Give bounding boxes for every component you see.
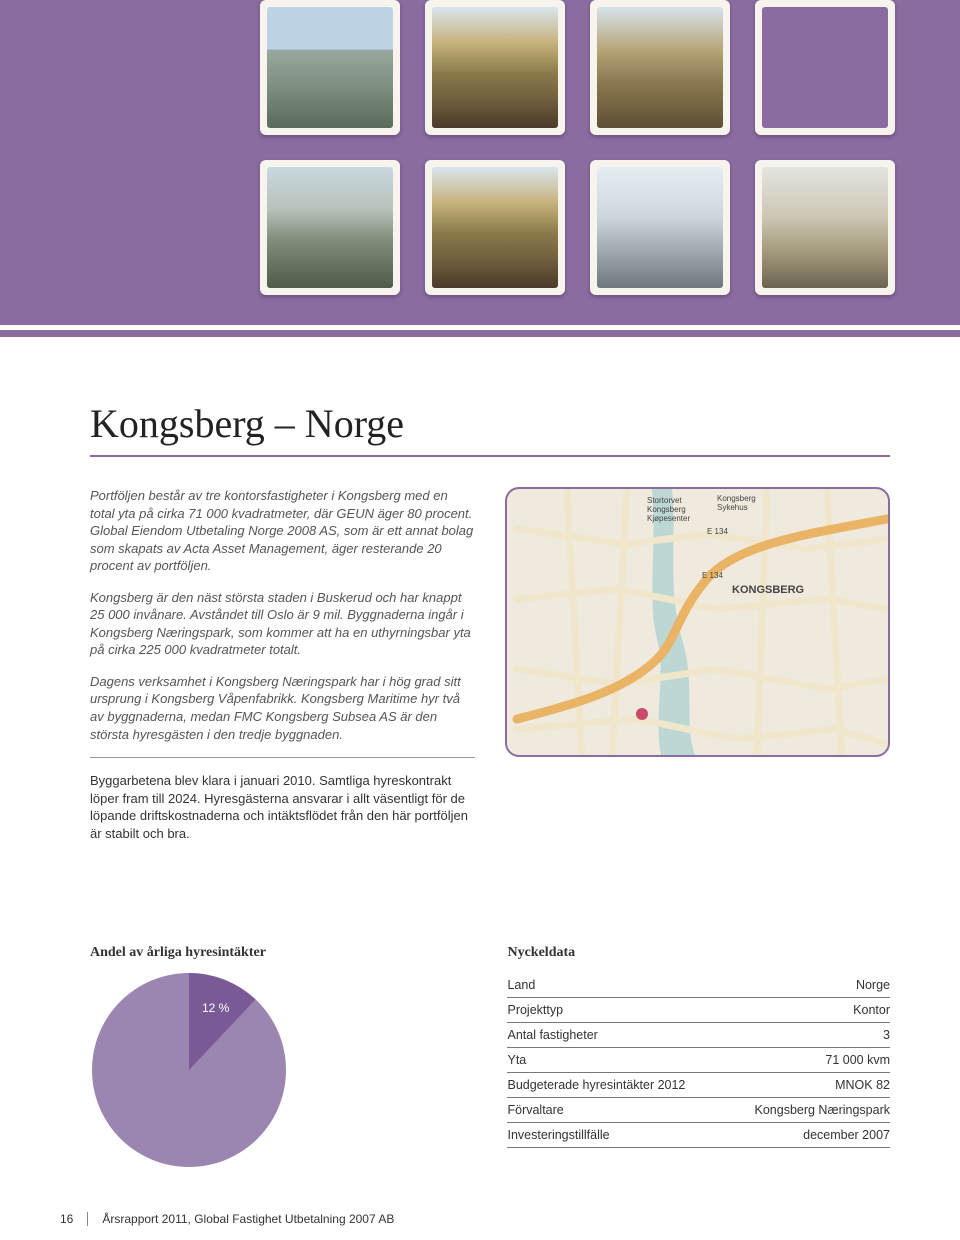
map-city-label: KONGSBERG [732, 584, 804, 596]
table-row: Budgeterade hyresintäkter 2012MNOK 82 [507, 1073, 890, 1098]
table-row: LandNorge [507, 973, 890, 998]
page-footer: 16 Årsrapport 2011, Global Fastighet Utb… [60, 1212, 394, 1226]
pie-percent-label: 12 % [202, 1001, 229, 1015]
map-road-label: E 134 [702, 571, 723, 580]
thumbnail [590, 160, 730, 295]
main-content: Kongsberg – Norge Portföljen består av t… [90, 400, 890, 856]
thumbnail-row-2 [260, 160, 895, 295]
page-number: 16 [60, 1212, 73, 1226]
body-text-column: Portföljen består av tre kontorsfastighe… [90, 487, 475, 856]
thumbnail [755, 160, 895, 295]
thumbnail [260, 0, 400, 135]
keydata-table: LandNorge ProjekttypKontor Antal fastigh… [507, 973, 890, 1148]
bottom-panels: Andel av årliga hyresintäkter 12 % Nycke… [90, 945, 890, 1168]
map-poi-label: Kongsberg Sykehus [717, 495, 767, 513]
table-row: Antal fastigheter3 [507, 1023, 890, 1048]
paragraph: Byggarbetena blev klara i januari 2010. … [90, 772, 475, 842]
thumbnail [260, 160, 400, 295]
table-row: ProjekttypKontor [507, 998, 890, 1023]
pie-heading: Andel av årliga hyresintäkter [90, 945, 477, 961]
document-title: Årsrapport 2011, Global Fastighet Utbeta… [102, 1212, 394, 1226]
thumbnail [755, 0, 895, 135]
page-title: Kongsberg – Norge [90, 400, 890, 457]
keydata-heading: Nyckeldata [507, 945, 890, 961]
paragraph: Kongsberg är den näst största staden i B… [90, 589, 475, 659]
thumbnail [425, 160, 565, 295]
thumbnail-row-1 [260, 0, 895, 135]
pie-chart: 12 % [92, 973, 287, 1168]
map-poi-label: Stortorvet Kongsberg Kjøpesenter [647, 497, 707, 523]
paragraph: Portföljen består av tre kontorsfastighe… [90, 487, 475, 575]
table-row: Yta71 000 kvm [507, 1048, 890, 1073]
thumbnail [425, 0, 565, 135]
table-row: Investeringstillfälledecember 2007 [507, 1123, 890, 1148]
map-road-label: E 134 [707, 527, 728, 536]
thumbnail [590, 0, 730, 135]
location-map: KONGSBERG Stortorvet Kongsberg Kjøpesent… [505, 487, 890, 757]
header-band [0, 0, 960, 330]
table-row: FörvaltareKongsberg Næringspark [507, 1098, 890, 1123]
paragraph: Dagens verksamhet i Kongsberg Næringspar… [90, 673, 475, 743]
